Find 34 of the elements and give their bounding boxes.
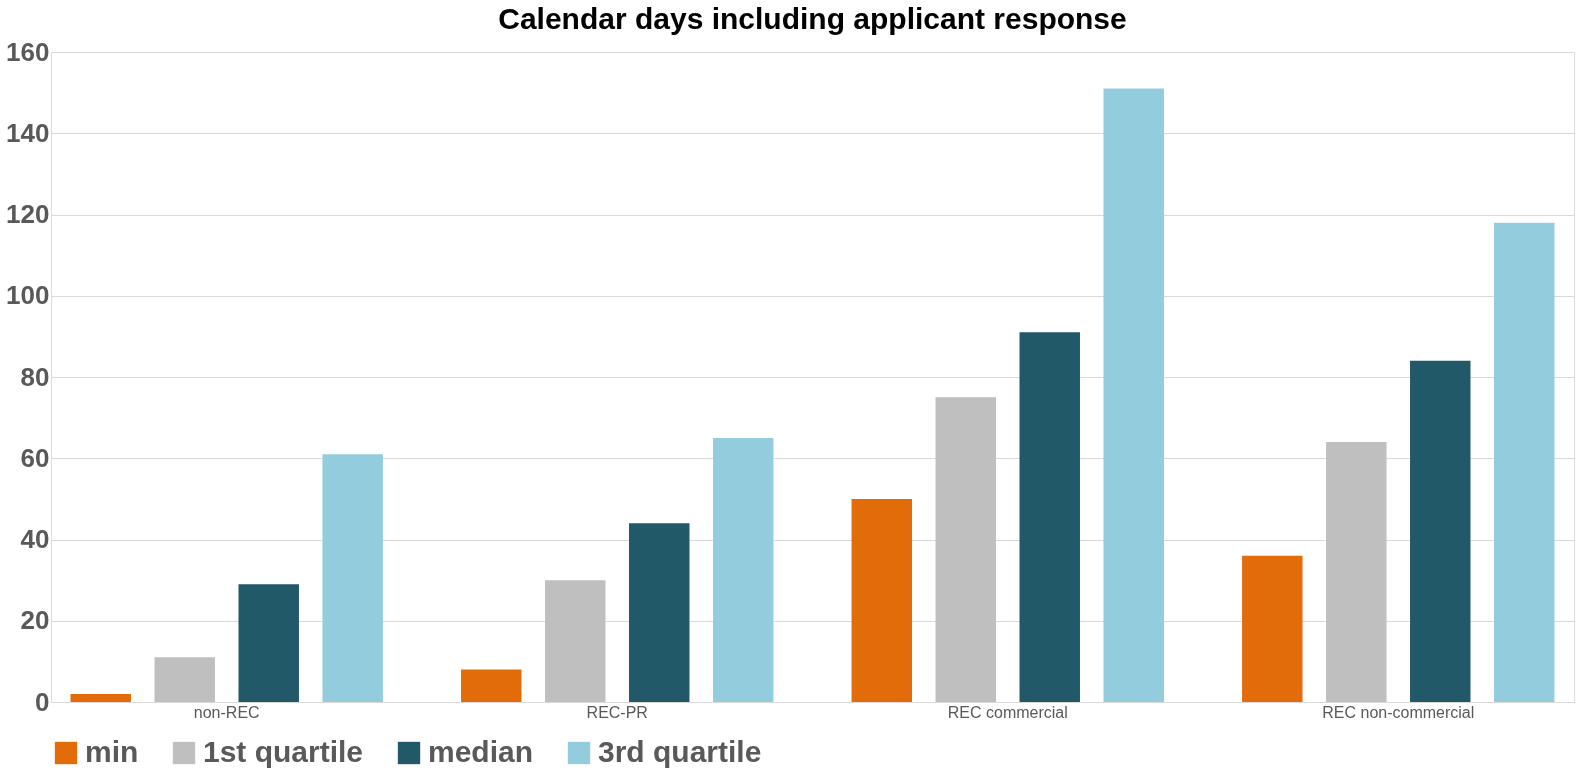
bar — [1494, 222, 1555, 702]
x-tick-label: non-REC — [193, 703, 260, 721]
bar — [851, 498, 913, 702]
chart-title: Calendar days including applicant response — [498, 2, 1127, 35]
legend-label: median — [428, 735, 534, 768]
x-tick-label: REC commercial — [947, 703, 1068, 721]
y-tick-label: 100 — [6, 280, 50, 311]
bar — [461, 669, 522, 702]
y-tick-label: 80 — [20, 361, 50, 392]
bar — [1326, 442, 1387, 702]
bar — [545, 580, 606, 702]
bar — [238, 584, 299, 702]
x-tick-label: REC-PR — [586, 703, 648, 721]
y-tick-label: 140 — [6, 117, 50, 148]
y-tick-label: 0 — [35, 686, 50, 717]
bar — [1410, 360, 1471, 702]
bar — [629, 523, 690, 702]
legend-label: 3rd quartile — [598, 735, 762, 768]
bar — [1242, 555, 1303, 702]
bar — [1103, 88, 1164, 702]
y-tick-label: 60 — [20, 442, 50, 473]
y-tick-label: 160 — [6, 36, 50, 67]
legend-label: 1st quartile — [203, 735, 364, 768]
y-tick-label: 40 — [20, 524, 50, 554]
y-tick-label: 120 — [6, 199, 50, 229]
bar — [70, 693, 131, 702]
bar — [322, 454, 383, 702]
y-tick-label: 20 — [20, 605, 50, 636]
bar — [935, 397, 996, 702]
bar — [154, 657, 215, 702]
x-tick-label: REC non-commercial — [1322, 703, 1475, 721]
bar — [712, 437, 774, 702]
bar — [1019, 332, 1080, 702]
legend-label: min — [85, 735, 139, 768]
